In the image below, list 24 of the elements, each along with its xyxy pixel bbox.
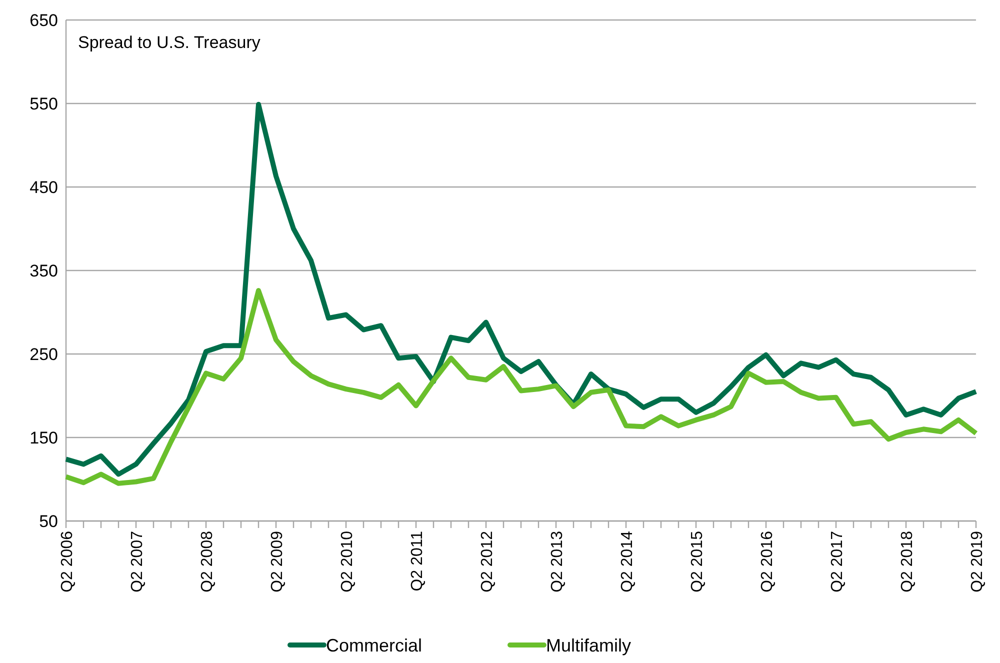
text: Spread to U.S. Treasury — [78, 33, 261, 52]
x-tick-label: Q2 2010 — [339, 530, 356, 592]
x-tick-label: Q2 2016 — [759, 530, 776, 592]
x-tick-label: Q2 2011 — [409, 530, 426, 592]
legend-label: Multifamily — [546, 635, 632, 656]
legend-label: Commercial — [326, 635, 422, 656]
y-tick-label: 250 — [30, 344, 58, 364]
y-tick-label: 550 — [30, 94, 58, 114]
y-tick-label: 650 — [30, 10, 58, 30]
x-tick-label: Q2 2012 — [479, 530, 496, 592]
x-tick-label: Q2 2015 — [689, 530, 706, 592]
x-tick-label: Q2 2013 — [549, 530, 566, 592]
x-tick-label: Q2 2017 — [829, 530, 846, 592]
x-tick-label: Q2 2014 — [619, 530, 636, 592]
y-tick-label: 150 — [30, 428, 58, 448]
x-tick-label: Q2 2006 — [59, 530, 76, 592]
x-tick-label: Q2 2018 — [899, 530, 916, 592]
y-tick-label: 50 — [39, 512, 58, 531]
x-tick-label: Q2 2009 — [269, 530, 286, 592]
x-tick-label: Q2 2007 — [129, 530, 146, 592]
y-tick-label: 450 — [30, 178, 58, 197]
x-tick-label: Q2 2008 — [199, 530, 216, 592]
y-tick-label: 350 — [30, 261, 58, 280]
x-tick-label: Q2 2019 — [969, 530, 986, 592]
